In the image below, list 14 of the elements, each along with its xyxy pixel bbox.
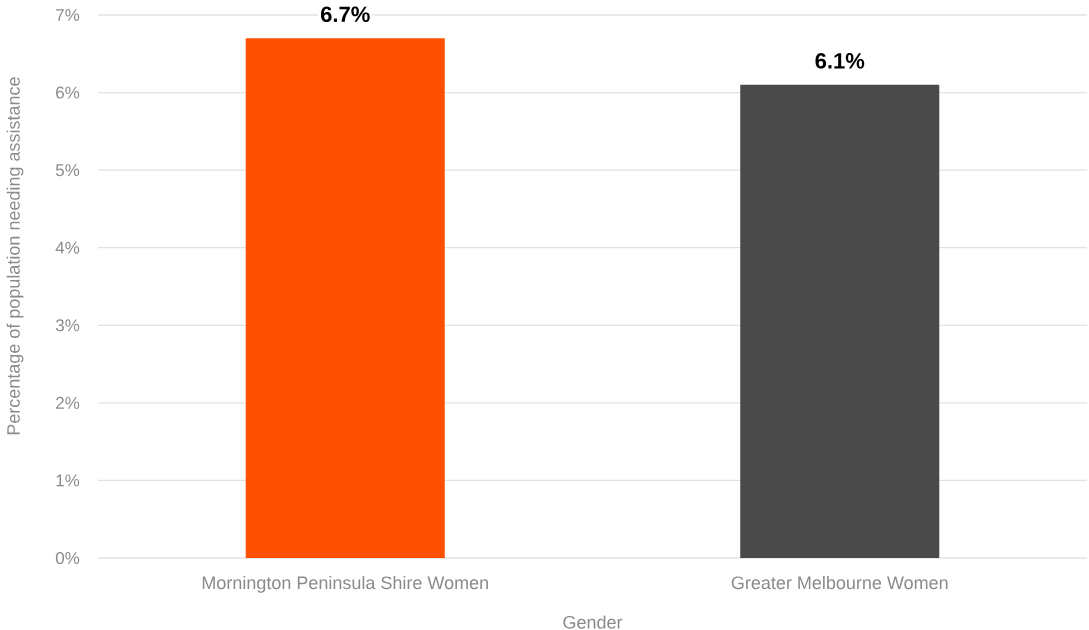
data-label: 6.7% (320, 6, 370, 23)
y-tick-label: 2% (56, 396, 80, 409)
x-tick-label: Greater Melbourne Women (731, 575, 948, 590)
data-label: 6.1% (815, 53, 865, 69)
y-tick-label: 5% (55, 164, 80, 177)
x-axis-title: Gender (563, 615, 623, 629)
y-tick-label: 0% (55, 551, 80, 565)
y-axis-title: Percentage of population needing assistance (6, 77, 24, 435)
x-tick-label: Mornington Peninsula Shire Women (202, 575, 488, 593)
y-tick-label: 3% (55, 319, 80, 332)
y-tick-label: 1% (56, 474, 80, 487)
y-tick-label: 4% (55, 241, 80, 254)
y-tick-label: 7% (56, 9, 80, 21)
y-tick-label: 6% (56, 86, 80, 99)
